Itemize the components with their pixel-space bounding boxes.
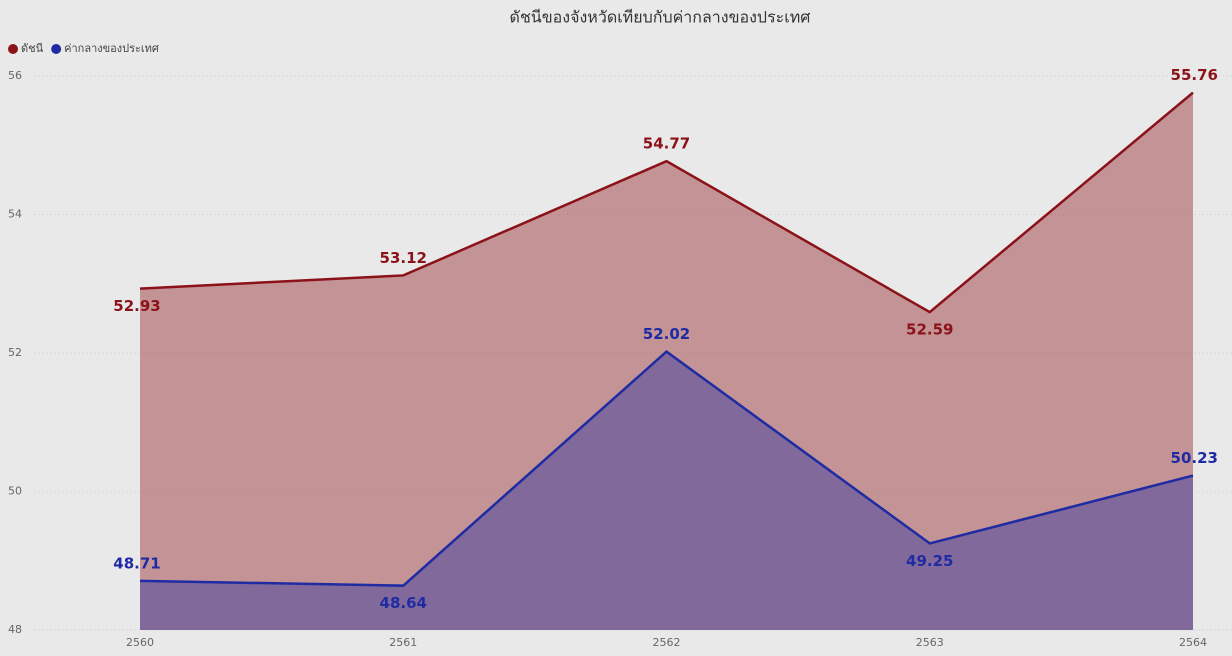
- x-tick-label: 2560: [126, 636, 154, 649]
- legend-label: ค่ากลางของประเทศ: [64, 42, 159, 55]
- chart-title: ดัชนีของจังหวัดเทียบกับค่ากลางของประเทศ: [510, 8, 811, 27]
- area: [140, 92, 1193, 631]
- legend-marker: [8, 44, 18, 54]
- data-label: 52.93: [113, 297, 160, 315]
- legend-label: ดัชนี: [21, 42, 44, 55]
- y-tick-label: 56: [8, 69, 22, 82]
- data-label: 48.71: [113, 554, 160, 572]
- data-label: 52.59: [906, 321, 953, 339]
- data-label: 50.23: [1171, 449, 1218, 467]
- line: [139, 350, 1194, 587]
- y-tick-label: 48: [8, 623, 22, 636]
- line: [139, 91, 1194, 314]
- data-label: 48.64: [380, 594, 427, 612]
- y-tick-label: 52: [8, 346, 22, 359]
- data-label: 53.12: [380, 249, 427, 267]
- x-tick-label: 2561: [389, 636, 417, 649]
- x-tick-label: 2564: [1179, 636, 1207, 649]
- y-tick-label: 50: [8, 485, 22, 498]
- area: [140, 351, 1193, 630]
- data-label: 55.76: [1171, 66, 1218, 84]
- legend-marker: [51, 44, 62, 54]
- data-label: 54.77: [643, 135, 690, 153]
- x-tick-label: 2563: [916, 636, 944, 649]
- data-label: 49.25: [906, 552, 953, 570]
- data-label: 52.02: [643, 325, 690, 343]
- y-tick-label: 54: [8, 208, 22, 221]
- x-tick-label: 2562: [653, 636, 681, 649]
